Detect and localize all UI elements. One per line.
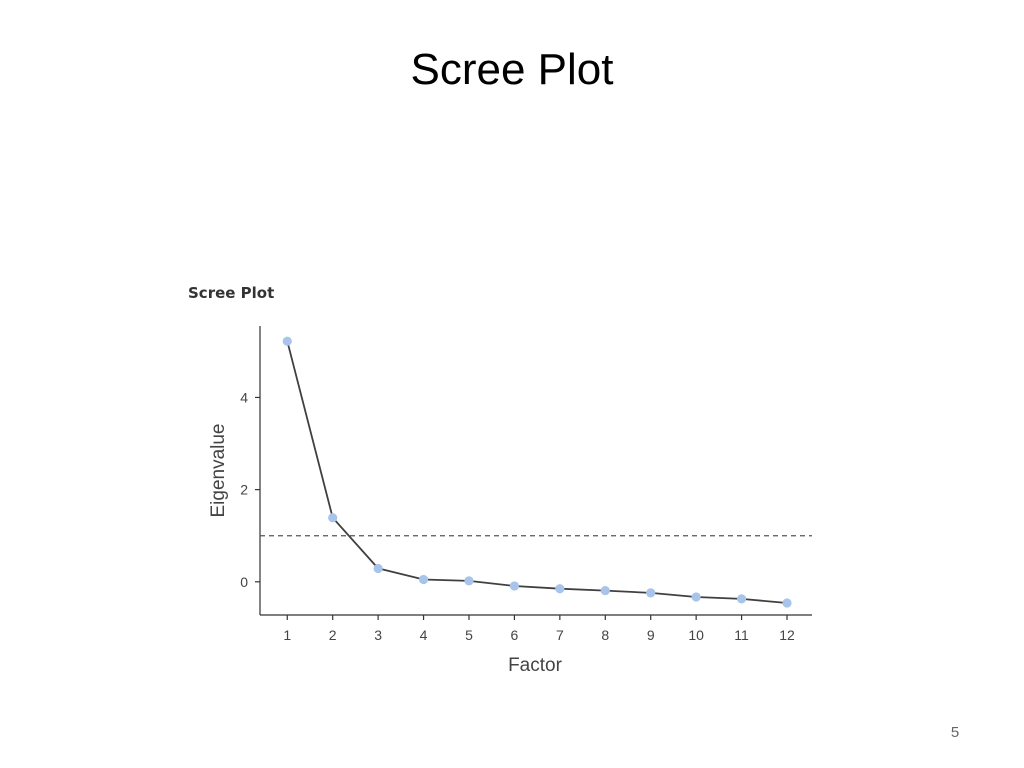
y-tick-label: 4 — [240, 389, 248, 405]
data-points — [282, 336, 792, 608]
chart-title: Scree Plot — [188, 284, 275, 302]
y-tick-label: 2 — [240, 482, 248, 498]
page-number: 5 — [950, 724, 960, 741]
y-tick-label: 0 — [240, 574, 248, 590]
x-tick-label: 10 — [688, 627, 704, 643]
data-point-factor-10 — [691, 592, 701, 602]
data-point-factor-5 — [464, 576, 474, 586]
x-tick-label: 9 — [647, 627, 655, 643]
x-tick-label: 11 — [734, 627, 749, 643]
x-tick-label: 12 — [779, 627, 795, 643]
data-point-factor-1 — [282, 336, 292, 346]
data-point-factor-11 — [736, 594, 747, 604]
x-tick-label: 5 — [465, 627, 473, 643]
series-line — [286, 340, 788, 604]
data-point-factor-2 — [328, 513, 338, 523]
chart-axes — [259, 326, 812, 616]
x-tick-label: 6 — [511, 627, 519, 643]
x-ticks: 1 2 3 4 5 6 7 8 9 10 11 12 — [283, 615, 795, 643]
data-point-factor-8 — [600, 585, 610, 596]
x-tick-label: 8 — [601, 627, 609, 643]
data-point-factor-3 — [373, 563, 383, 574]
x-tick-label: 7 — [556, 627, 564, 643]
data-point-factor-6 — [509, 581, 520, 591]
x-tick-label: 1 — [283, 627, 291, 643]
data-point-factor-12 — [782, 598, 792, 608]
x-axis-label: Factor — [508, 655, 563, 676]
y-ticks: 0 2 4 — [240, 389, 260, 590]
x-tick-label: 3 — [374, 627, 382, 643]
slide-title: Scree Plot — [410, 45, 614, 94]
data-point-factor-7 — [555, 584, 565, 594]
data-point-factor-4 — [418, 574, 429, 585]
data-point-factor-9 — [646, 588, 656, 598]
x-tick-label: 2 — [329, 627, 337, 643]
y-axis-label: Eigenvalue — [208, 423, 229, 517]
x-tick-label: 4 — [420, 627, 428, 643]
